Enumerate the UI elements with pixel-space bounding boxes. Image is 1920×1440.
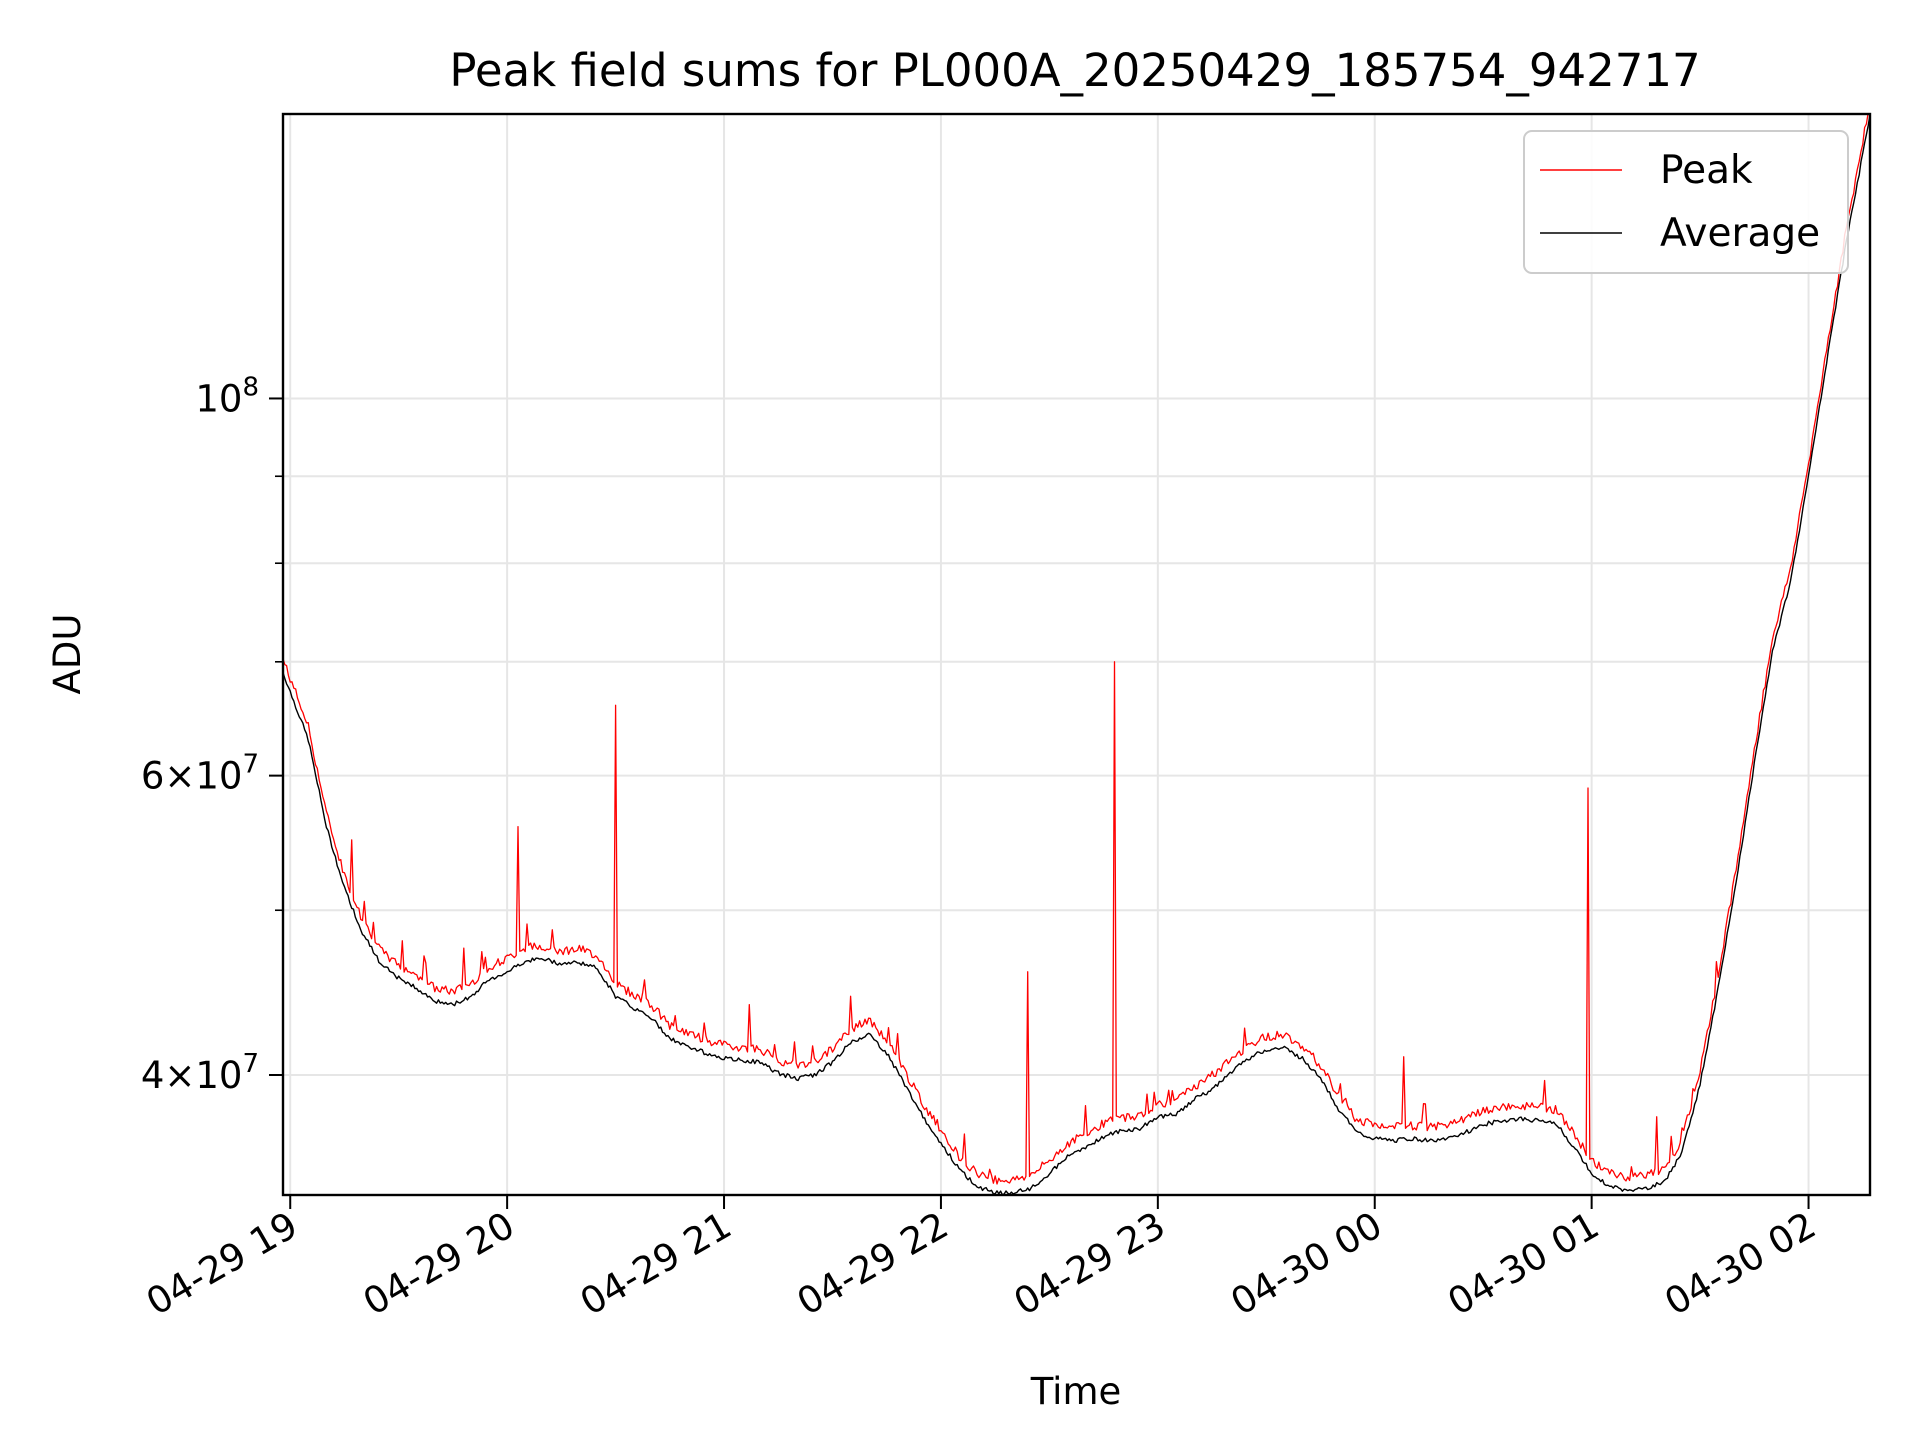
x-axis-label: Time [1030, 1370, 1122, 1413]
grid [283, 114, 1870, 1195]
x-tick-label: 04-30 01 [1441, 1204, 1607, 1324]
x-tick-label: 04-29 19 [139, 1204, 305, 1324]
y-tick-label: 4×107 [141, 1049, 259, 1097]
chart-title: Peak field sums for PL000A_20250429_1857… [449, 44, 1700, 97]
y-axis-label: ADU [46, 614, 89, 695]
legend-label-peak: Peak [1660, 148, 1753, 193]
x-axis: 04-29 19 04-29 20 04-29 21 04-29 22 04-29 23… [139, 1195, 1823, 1324]
legend-label-average: Average [1660, 211, 1820, 256]
y-tick-label: 108 [195, 372, 259, 420]
x-tick-label: 04-29 22 [790, 1204, 956, 1324]
series-line-average [283, 114, 1870, 1195]
x-tick-label: 04-29 23 [1007, 1204, 1173, 1324]
plot-frame [281, 112, 1872, 1197]
x-tick-label: 04-29 21 [573, 1204, 739, 1324]
x-tick-label: 04-29 20 [356, 1204, 522, 1324]
y-tick-label: 6×107 [141, 750, 259, 798]
series-line-peak [283, 114, 1869, 1185]
y-axis: 4×107 6×107 108 [141, 372, 283, 1097]
legend-box [1523, 130, 1849, 274]
x-tick-label: 04-30 00 [1224, 1204, 1390, 1324]
legend: Peak Average [1523, 130, 1849, 274]
x-tick-label: 04-30 02 [1657, 1204, 1823, 1324]
data-lines [283, 114, 1870, 1195]
